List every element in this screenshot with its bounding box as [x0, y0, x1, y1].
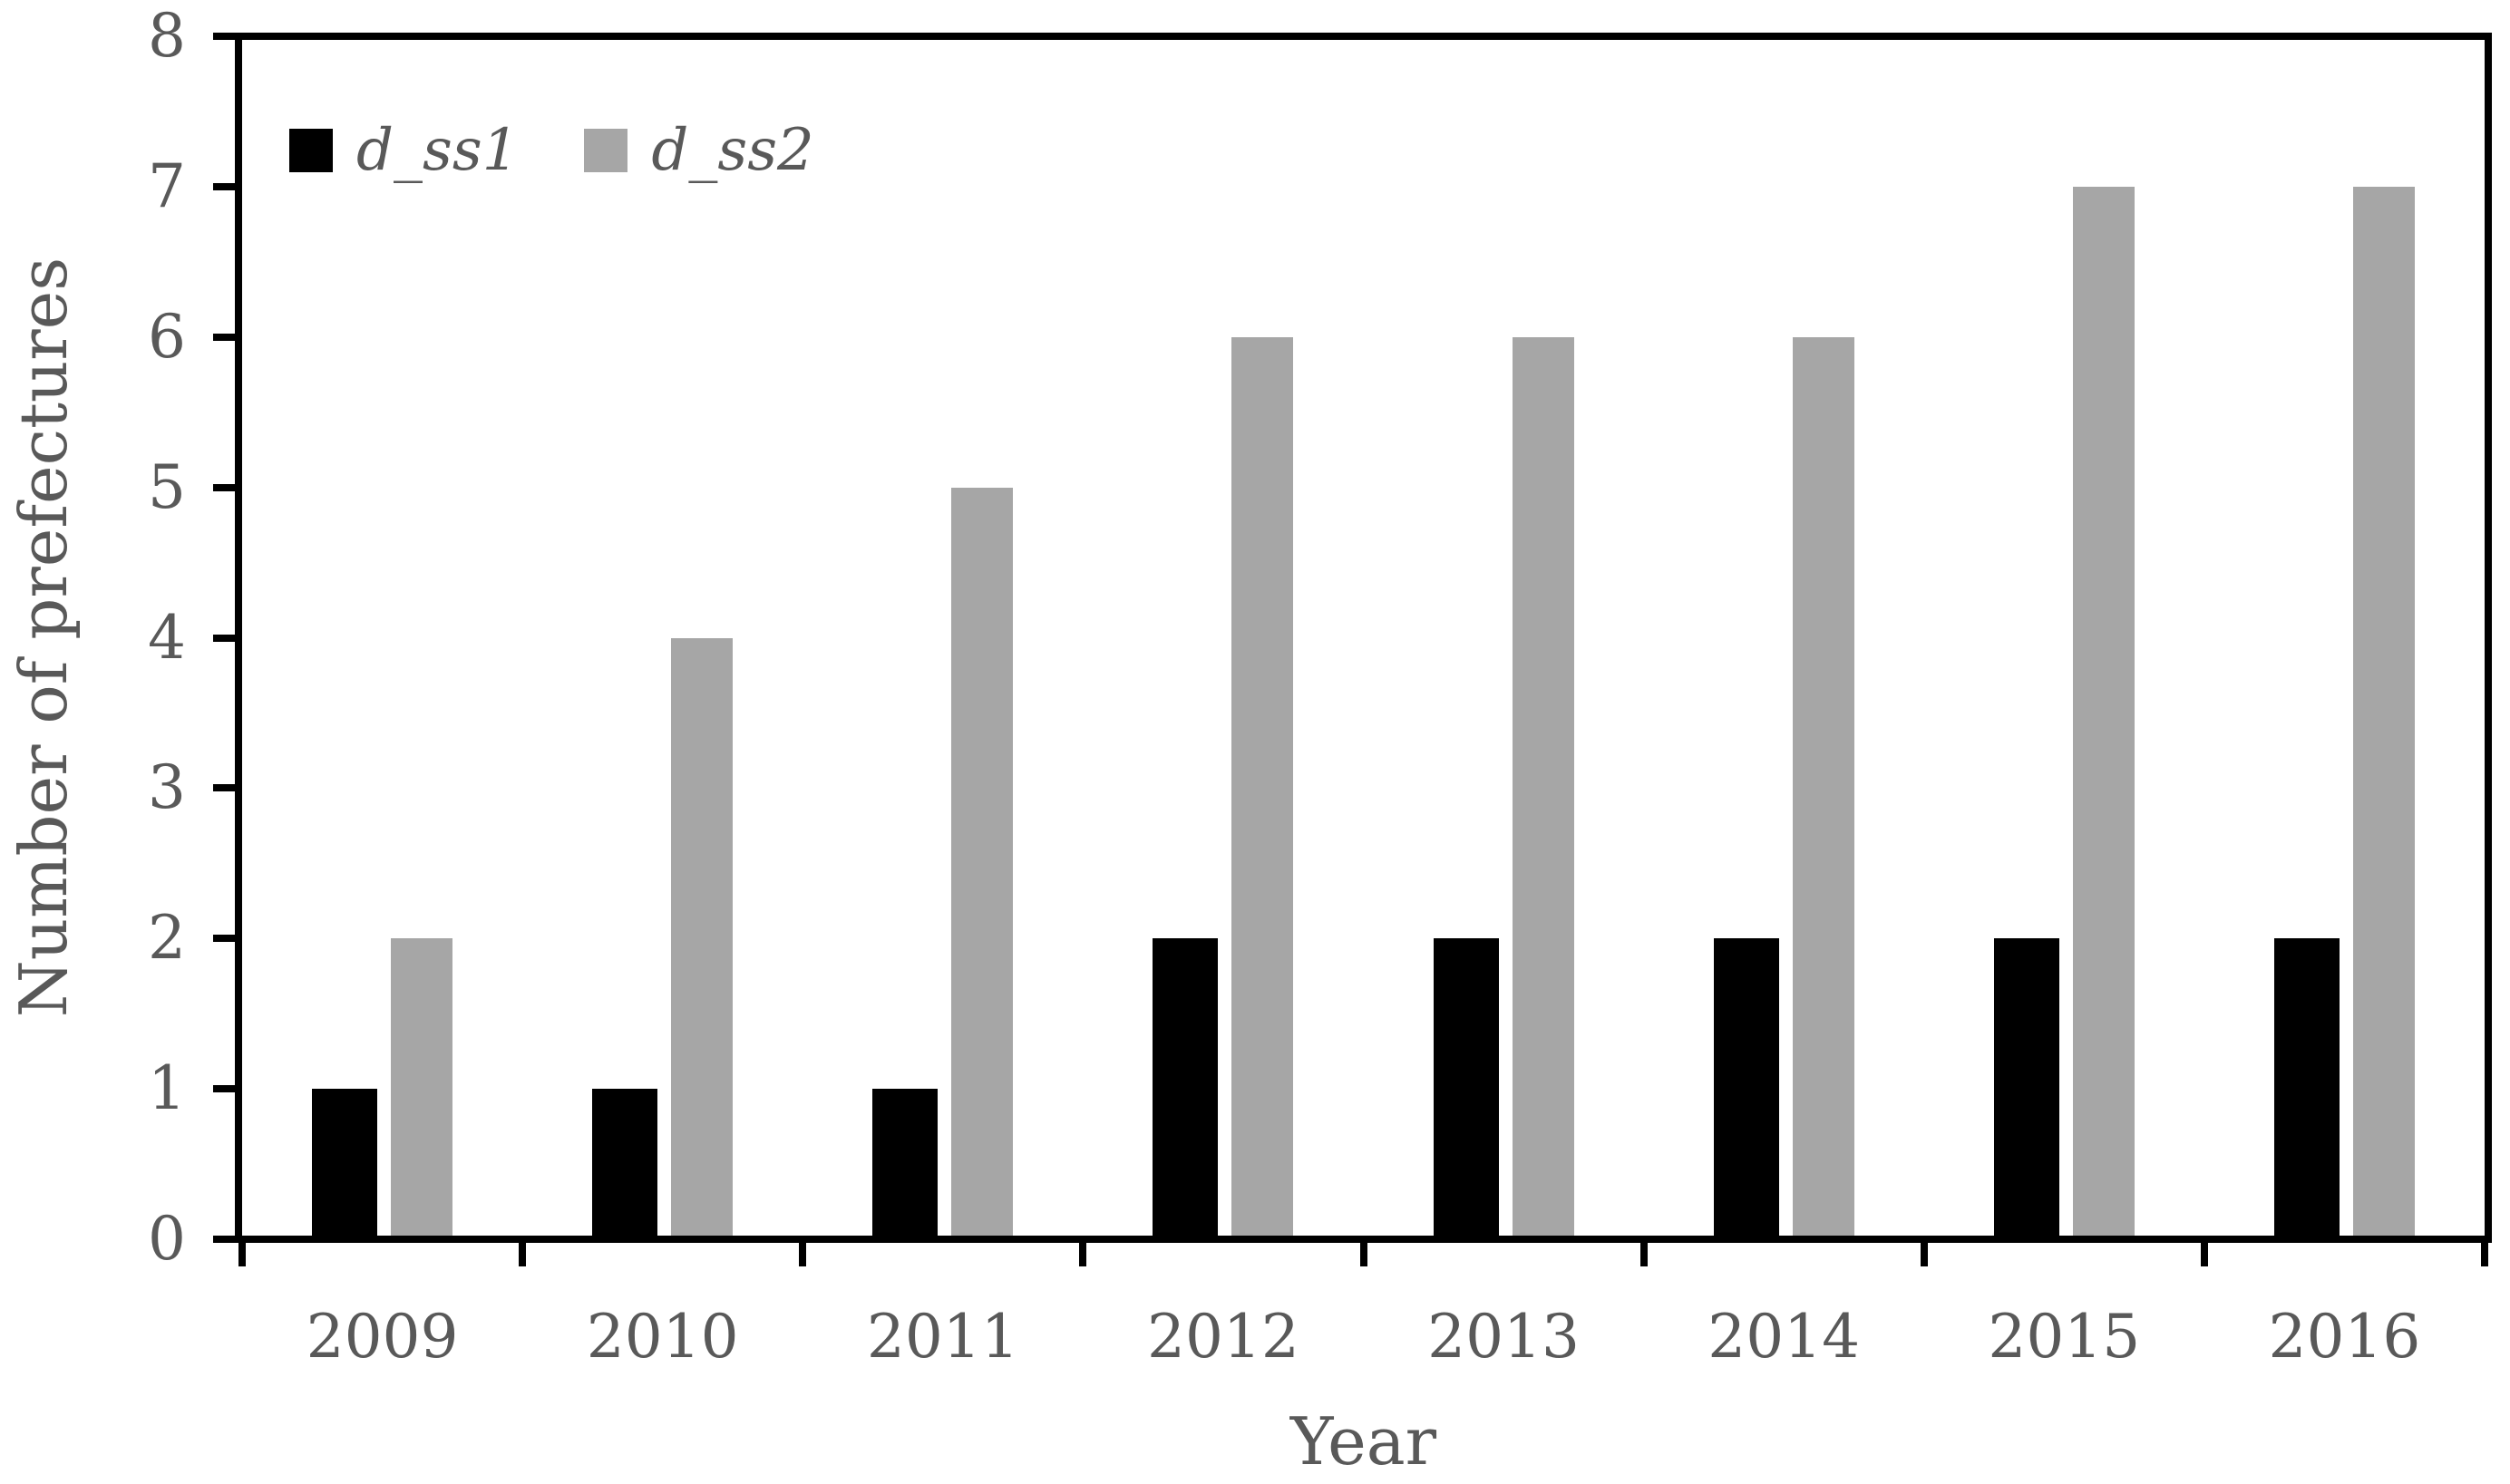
y-tick-label: 6	[148, 301, 186, 372]
y-tick-label: 3	[148, 752, 186, 823]
y-tick-label: 5	[148, 451, 186, 522]
x-tick	[799, 1243, 807, 1266]
y-tick	[213, 784, 238, 792]
y-tick-label: 8	[148, 1, 186, 71]
y-tick	[213, 483, 238, 491]
x-tick	[2200, 1243, 2208, 1266]
x-tick-label: 2010	[586, 1302, 739, 1372]
bar-d_ss2	[1792, 336, 1854, 1236]
y-tick-label: 2	[148, 903, 186, 974]
x-tick	[1639, 1243, 1648, 1266]
bar-d_ss1	[312, 1089, 378, 1236]
y-tick-label: 1	[148, 1053, 186, 1124]
bar-d_ss1	[592, 1089, 658, 1236]
y-tick	[213, 634, 238, 642]
legend-entry-d_ss1: d_ss1	[289, 121, 519, 179]
bar-d_ss1	[2273, 938, 2340, 1236]
y-tick-label: 7	[148, 150, 186, 221]
legend-swatch-d_ss2	[584, 129, 628, 172]
legend: d_ss1 d_ss2	[289, 121, 814, 179]
legend-entry-d_ss2: d_ss2	[584, 117, 814, 184]
x-tick-label: 2009	[306, 1302, 459, 1372]
x-tick-label: 2011	[866, 1302, 1019, 1372]
x-tick-label: 2013	[1427, 1302, 1581, 1372]
bar-d_ss2	[2072, 186, 2135, 1236]
bar-d_ss2	[391, 938, 453, 1236]
y-tick	[213, 33, 238, 40]
y-tick-label: 4	[148, 602, 186, 673]
y-tick	[213, 333, 238, 341]
x-tick	[519, 1243, 527, 1266]
x-tick	[1079, 1243, 1087, 1266]
plot-area-frame	[235, 33, 2492, 1243]
bar-d_ss1	[1713, 938, 1779, 1236]
bar-d_ss1	[872, 1089, 939, 1236]
y-tick	[213, 935, 238, 943]
x-axis-title: Year	[1289, 1403, 1437, 1479]
x-tick	[2481, 1243, 2488, 1266]
bar-d_ss1	[1153, 938, 1219, 1236]
bar-d_ss2	[1231, 336, 1294, 1236]
x-tick-label: 2014	[1707, 1302, 1861, 1372]
bar-d_ss1	[1433, 938, 1499, 1236]
bar-d_ss1	[1993, 938, 2059, 1236]
x-tick	[238, 1243, 246, 1266]
y-tick	[213, 182, 238, 190]
y-tick-label: 0	[148, 1204, 186, 1274]
bar-d_ss2	[671, 637, 734, 1236]
x-tick-label: 2012	[1146, 1302, 1299, 1372]
bar-d_ss2	[1512, 336, 1574, 1236]
legend-swatch-d_ss1	[289, 129, 333, 172]
x-tick-label: 2015	[1988, 1302, 2141, 1372]
x-tick-label: 2016	[2268, 1302, 2421, 1372]
y-tick	[213, 1236, 238, 1243]
legend-label-d_ss1: d_ss1	[356, 117, 520, 184]
bar-d_ss2	[2352, 186, 2415, 1236]
y-tick	[213, 1085, 238, 1093]
x-tick	[1920, 1243, 1928, 1266]
x-tick	[1359, 1243, 1367, 1266]
legend-label-d_ss2: d_ss2	[651, 117, 814, 184]
bar-d_ss2	[951, 487, 1014, 1236]
